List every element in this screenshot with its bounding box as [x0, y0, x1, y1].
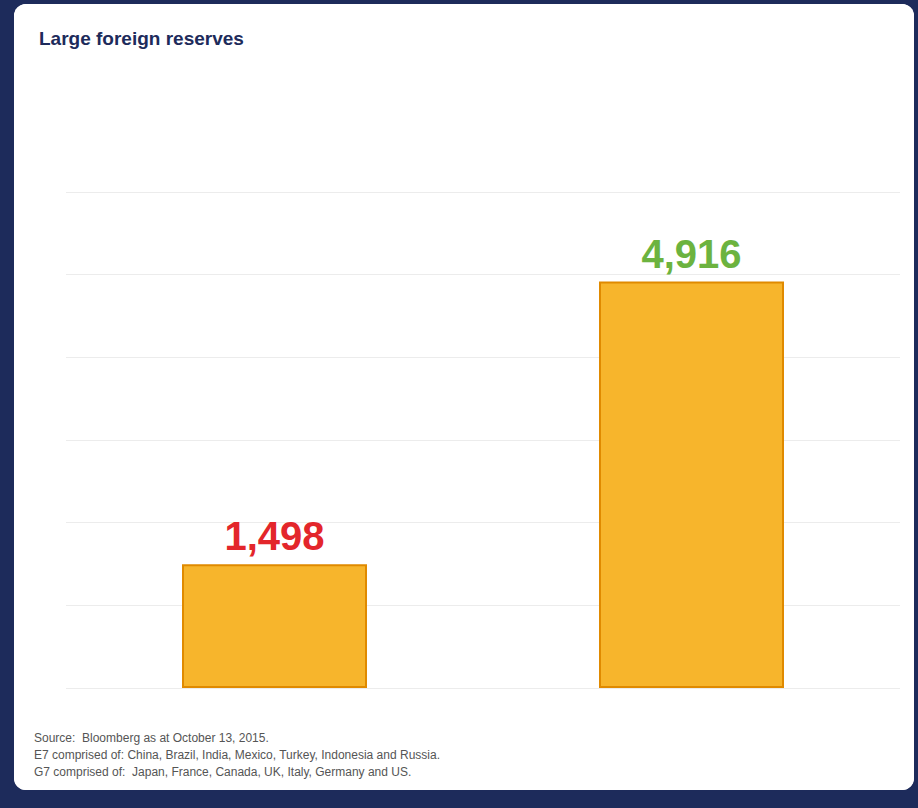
svg-text:E7 comprised of: China, Brazil: E7 comprised of: China, Brazil, India, M…	[34, 748, 440, 762]
svg-text:Source: Bloomberg as at Octob: Source: Bloomberg as at October 13, 2015…	[34, 731, 269, 745]
svg-text:4,916: 4,916	[641, 232, 741, 276]
svg-text:1,498: 1,498	[224, 514, 324, 558]
svg-text:G7 comprised of: Japan, Franc: G7 comprised of: Japan, France, Canada, …	[34, 765, 411, 779]
svg-text:Large foreign reserves: Large foreign reserves	[39, 28, 244, 49]
